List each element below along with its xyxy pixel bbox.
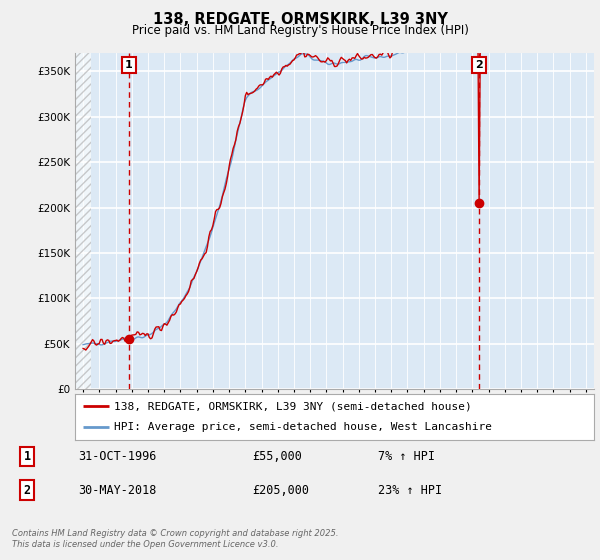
Text: 30-MAY-2018: 30-MAY-2018: [78, 483, 157, 497]
Text: £205,000: £205,000: [252, 483, 309, 497]
Text: 7% ↑ HPI: 7% ↑ HPI: [378, 450, 435, 463]
Text: 138, REDGATE, ORMSKIRK, L39 3NY: 138, REDGATE, ORMSKIRK, L39 3NY: [152, 12, 448, 27]
Text: 31-OCT-1996: 31-OCT-1996: [78, 450, 157, 463]
Text: 1: 1: [125, 60, 133, 70]
Bar: [75, 53, 91, 389]
Text: Price paid vs. HM Land Registry's House Price Index (HPI): Price paid vs. HM Land Registry's House …: [131, 24, 469, 37]
Text: 23% ↑ HPI: 23% ↑ HPI: [378, 483, 442, 497]
Text: HPI: Average price, semi-detached house, West Lancashire: HPI: Average price, semi-detached house,…: [114, 422, 492, 432]
Text: Contains HM Land Registry data © Crown copyright and database right 2025.
This d: Contains HM Land Registry data © Crown c…: [12, 529, 338, 549]
Text: 2: 2: [475, 60, 483, 70]
Text: 1: 1: [23, 450, 31, 463]
Text: 138, REDGATE, ORMSKIRK, L39 3NY (semi-detached house): 138, REDGATE, ORMSKIRK, L39 3NY (semi-de…: [114, 401, 472, 411]
Text: 2: 2: [23, 483, 31, 497]
Text: £55,000: £55,000: [252, 450, 302, 463]
